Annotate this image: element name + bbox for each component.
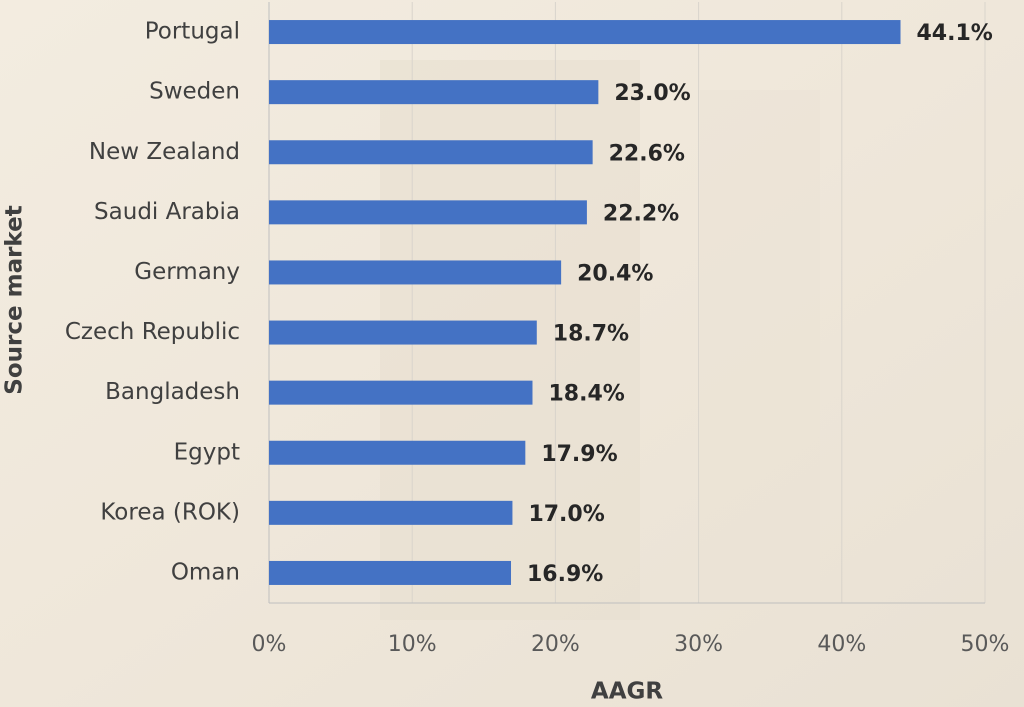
bar <box>269 200 587 225</box>
bar <box>269 260 562 285</box>
y-tick-label: Czech Republic <box>65 319 240 345</box>
bar <box>269 140 593 165</box>
value-label: 20.4% <box>577 261 653 286</box>
value-label: 16.9% <box>527 562 603 587</box>
y-tick-label: Germany <box>134 259 240 285</box>
bar <box>269 500 513 525</box>
x-tick-label: 0% <box>252 632 287 657</box>
y-tick-label: Saudi Arabia <box>94 199 240 225</box>
y-tick-label: Korea (ROK) <box>100 499 240 525</box>
bar <box>269 440 526 465</box>
x-tick-label: 30% <box>674 632 723 657</box>
y-axis-title: Source market <box>2 205 28 394</box>
value-label: 18.4% <box>548 382 624 407</box>
x-tick-label: 40% <box>817 632 866 657</box>
x-tick-label: 50% <box>961 632 1010 657</box>
y-tick-label: Oman <box>171 559 240 585</box>
bar <box>269 380 533 405</box>
bar <box>269 80 599 105</box>
x-axis-title: AAGR <box>591 679 663 705</box>
value-label: 44.1% <box>917 21 993 46</box>
x-tick-label: 20% <box>531 632 580 657</box>
x-tick-label: 10% <box>388 632 437 657</box>
value-label: 17.0% <box>528 502 604 527</box>
value-label: 18.7% <box>553 322 629 347</box>
y-tick-label: Egypt <box>174 439 240 465</box>
bar <box>269 20 901 45</box>
y-tick-label: Sweden <box>149 79 240 105</box>
y-tick-label: Bangladesh <box>105 379 240 405</box>
value-label: 23.0% <box>614 81 690 106</box>
background-shape <box>700 90 820 610</box>
bar <box>269 320 537 345</box>
bar <box>269 560 512 585</box>
value-label: 17.9% <box>541 442 617 467</box>
y-tick-label: Portugal <box>145 19 240 45</box>
value-label: 22.2% <box>603 201 679 226</box>
value-label: 22.6% <box>609 141 685 166</box>
y-tick-label: New Zealand <box>89 139 240 165</box>
